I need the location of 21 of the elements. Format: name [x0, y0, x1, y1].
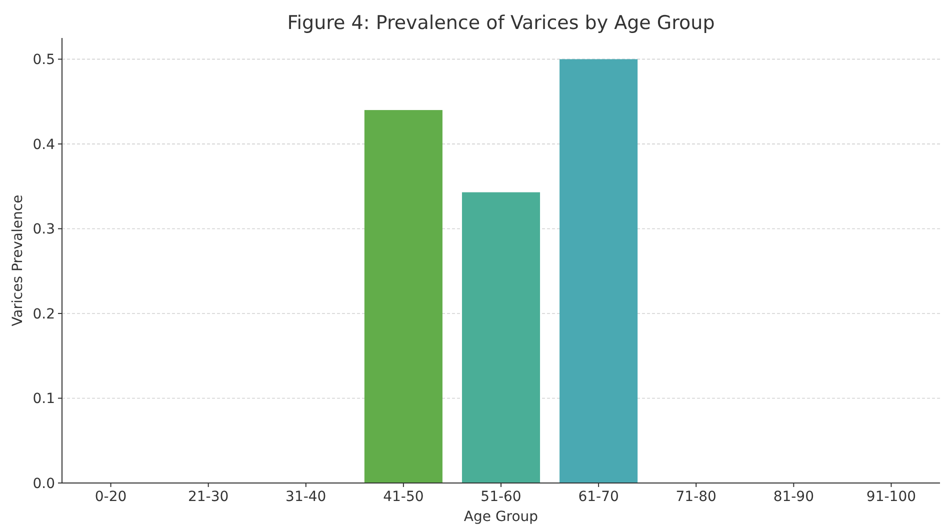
- x-tick-label: 51-60: [480, 489, 522, 505]
- bar: [364, 110, 442, 483]
- y-tick-label: 0.5: [32, 52, 55, 68]
- y-tick-label: 0.3: [32, 222, 55, 238]
- y-axis-title: Varices Prevalence: [10, 194, 26, 326]
- y-tick-label: 0.4: [32, 136, 56, 153]
- x-tick-label: 21-30: [188, 489, 229, 505]
- chart-title: Figure 4: Prevalence of Varices by Age Group: [287, 12, 715, 34]
- x-axis-title: Age Group: [464, 509, 538, 525]
- x-tick-label: 81-90: [773, 489, 814, 505]
- bar: [560, 59, 638, 483]
- y-tick-label: 0.0: [32, 476, 55, 492]
- x-tick-label: 91-100: [866, 489, 916, 505]
- x-tick-label: 61-70: [578, 489, 619, 505]
- x-tick-label: 71-80: [676, 489, 716, 505]
- x-tick-label: 0-20: [94, 489, 127, 505]
- bar: [462, 192, 540, 483]
- x-tick-label: 41-50: [383, 489, 424, 505]
- x-tick-label: 31-40: [286, 489, 326, 505]
- y-tick-label: 0.2: [32, 306, 55, 322]
- y-tick-label: 0.1: [32, 391, 55, 408]
